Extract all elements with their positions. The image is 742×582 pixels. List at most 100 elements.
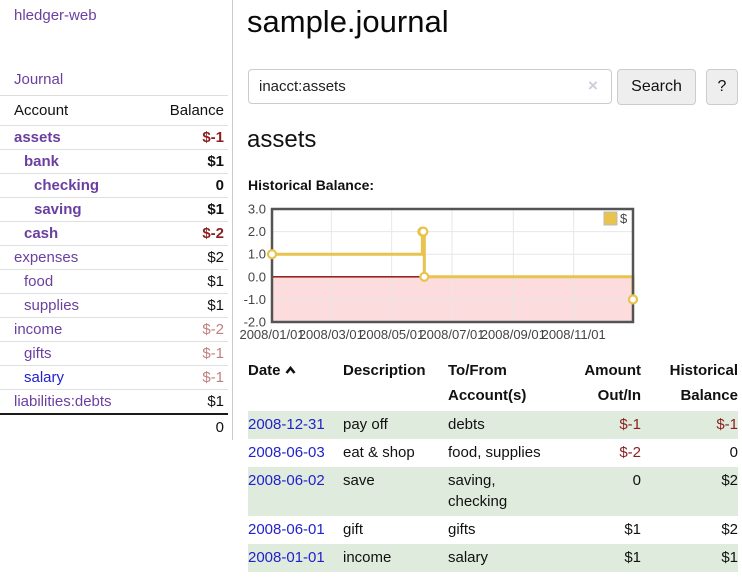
account-link[interactable]: saving [34,201,82,218]
accounts-total-spacer [0,413,150,440]
sidebar-item-journal[interactable]: Journal [14,71,64,88]
transaction-amount: $1 [624,549,641,566]
transaction-date-link[interactable]: 2008-12-31 [248,416,325,433]
accounts-column-header: To/From Account(s) [448,362,527,404]
account-row-assets: assets $-1 [0,125,228,150]
y-axis-tick-label: 2.0 [248,224,266,239]
account-row-expenses: expenses $2 [0,245,228,270]
help-button[interactable]: ? [706,69,738,105]
account-row-saving: saving $1 [0,197,228,222]
transaction-accounts: gifts [448,521,476,538]
transaction-row: 2008-06-01 gift gifts $1 $2 [248,516,738,544]
page-title: sample.journal [247,4,449,39]
account-balance: $-2 [149,317,228,342]
account-link[interactable]: supplies [24,297,80,314]
transaction-accounts: saving, checking [448,472,508,510]
x-axis-tick-label: 2008/03/01 [299,327,364,342]
transaction-date-link[interactable]: 2008-06-01 [248,521,325,538]
transaction-description: save [343,472,375,489]
transaction-balance: $1 [721,549,738,566]
account-link[interactable]: expenses [14,249,79,266]
account-row-checking: checking 0 [0,173,228,198]
chart-title: Historical Balance: [248,177,375,193]
accounts-table-header-row: Account Balance [0,95,228,126]
description-column-header: Description [343,362,426,379]
y-axis-tick-label: -1.0 [244,292,266,307]
balance-column-header-main: Historical Balance [669,362,738,404]
account-row-food: food $1 [0,269,228,294]
data-point-marker [627,294,639,305]
account-balance: $1 [149,389,228,414]
transaction-description: gift [343,521,364,538]
account-row-cash: cash $-2 [0,221,228,246]
y-axis-tick-label: 3.0 [248,203,266,217]
y-axis-tick-label: 1.0 [248,247,266,262]
amount-column-header: Amount Out/In [584,362,641,404]
transaction-amount: $1 [624,521,641,538]
clear-search-icon[interactable]: × [588,76,598,95]
transaction-balance: $2 [721,521,738,538]
transaction-balance: 0 [729,444,738,461]
account-link[interactable]: gifts [24,345,52,362]
account-link[interactable]: bank [24,153,60,170]
account-link[interactable]: assets [14,129,61,146]
data-point-marker [419,271,430,282]
transaction-date-link[interactable]: 2008-06-03 [248,444,325,461]
data-point-marker [266,249,278,260]
account-balance: $1 [149,293,228,318]
y-axis-tick-label: -2.0 [244,315,266,330]
transaction-amount: $-2 [619,444,641,461]
account-row-salary: salary $-1 [0,365,228,390]
legend-label: $ [620,211,628,226]
transaction-amount: 0 [632,472,641,489]
balance-column-header: Balance [149,95,228,126]
legend-swatch [603,211,618,226]
date-column-header[interactable]: Date [248,358,343,411]
transaction-accounts: debts [448,416,485,433]
account-row-liabilities-debts: liabilities:debts $1 [0,389,228,414]
accounts-total-value: 0 [149,413,228,440]
transaction-amount: $-1 [619,416,641,433]
account-column-header: Account [0,95,150,126]
app-title-link[interactable]: hledger-web [14,7,97,24]
account-balance: $1 [149,149,228,174]
account-link[interactable]: checking [34,177,100,194]
account-balance: $1 [149,269,228,294]
account-heading: assets [247,126,317,153]
transaction-row: 2008-06-03 eat & shop food, supplies $-2 0 [248,439,738,467]
accounts-balance-table: Account Balance assets $-1 bank $1 checking 0… [0,95,228,440]
account-balance: $1 [149,197,228,222]
account-link[interactable]: liabilities:debts [14,393,112,410]
account-link[interactable]: salary [24,369,65,386]
sidebar-divider [232,0,233,440]
account-link[interactable]: income [14,321,63,338]
account-balance: $-1 [149,341,228,366]
accounts-total-row: 0 [0,413,228,440]
historical-balance-chart: $3.0 2.0 1.0 0.0 -1.0 -2.02008/01/012008/03/0… [240,203,639,342]
account-link[interactable]: cash [24,225,59,242]
account-row-gifts: gifts $-1 [0,341,228,366]
transaction-accounts: salary [448,549,489,566]
plot-border [270,207,635,324]
search-button[interactable]: Search [617,69,696,105]
sort-ascending-icon [285,366,296,374]
transaction-date-link[interactable]: 2008-06-02 [248,472,325,489]
transaction-description: income [343,549,392,566]
transaction-balance: $2 [721,472,738,489]
search-input[interactable] [248,69,612,104]
x-axis-tick-label: 2008/05/01 [359,327,424,342]
x-axis-tick-label: 2008/11/01 [542,327,606,342]
account-link[interactable]: food [24,273,54,290]
transaction-accounts: food, supplies [448,444,541,461]
transaction-date-link[interactable]: 2008-01-01 [248,549,325,566]
account-balance: $-1 [149,365,228,390]
account-balance: $-1 [149,125,228,150]
account-balance: 0 [149,173,228,198]
account-row-supplies: supplies $1 [0,293,228,318]
register-header-row: Date Description To/From Account(s) Amou… [248,358,738,411]
transaction-description: eat & shop [343,444,415,461]
transaction-row: 2008-06-02 save saving, checking 0 $2 [248,467,738,516]
transaction-description: pay off [343,416,388,433]
account-row-income: income $-2 [0,317,228,342]
